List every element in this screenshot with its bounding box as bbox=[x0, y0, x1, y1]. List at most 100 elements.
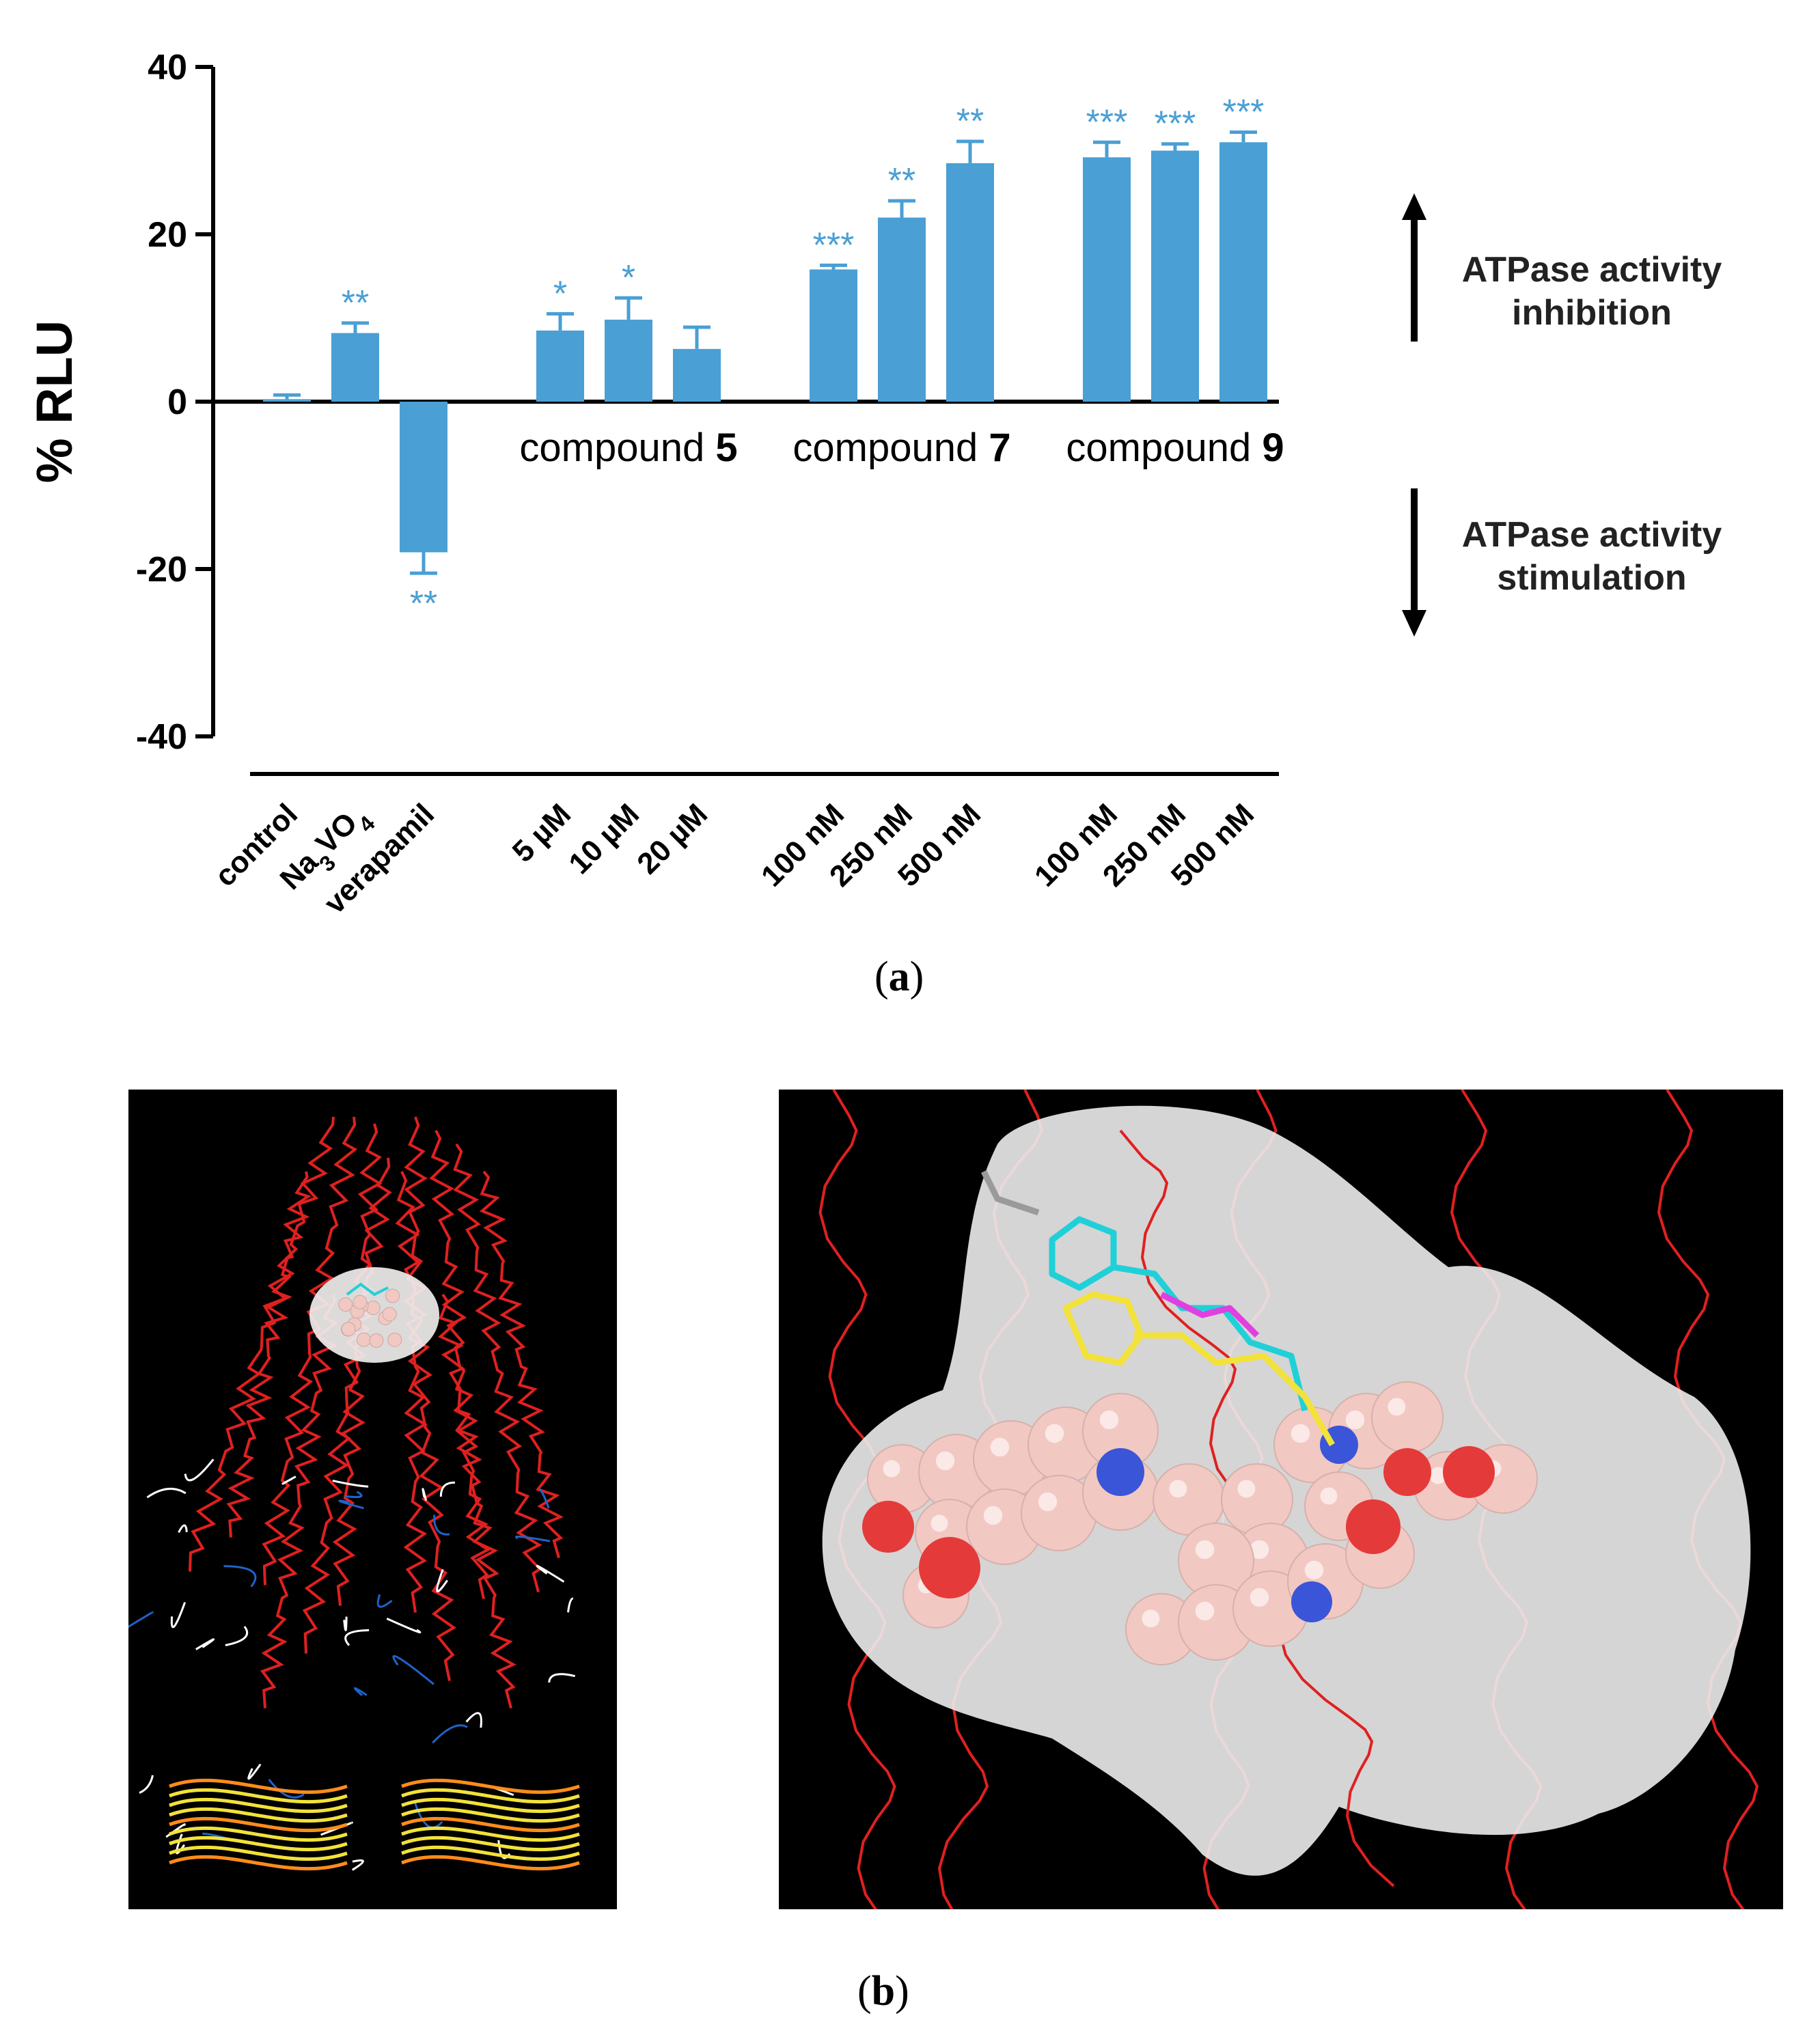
y-axis-title: % RLU bbox=[26, 320, 83, 483]
beta-sheet bbox=[401, 1855, 580, 1871]
loop-ribbon bbox=[281, 1475, 297, 1485]
nitrogen-atom bbox=[1291, 1581, 1332, 1622]
loop-ribbon bbox=[414, 1802, 443, 1829]
beta-sheet bbox=[401, 1845, 580, 1861]
sphere-highlight bbox=[1142, 1609, 1160, 1628]
nitrogen-atom bbox=[1097, 1448, 1144, 1496]
loop-ribbon bbox=[386, 1618, 422, 1634]
sphere-highlight bbox=[883, 1460, 900, 1478]
protein-ribbon-graphic bbox=[128, 1116, 580, 1871]
sphere-highlight bbox=[1099, 1410, 1119, 1430]
sphere-highlight bbox=[1429, 1467, 1447, 1484]
significance-marker: ** bbox=[888, 161, 915, 201]
bar bbox=[878, 217, 926, 402]
loop-ribbon bbox=[343, 1616, 348, 1631]
sphere-highlight bbox=[1237, 1480, 1256, 1498]
loop-ribbon bbox=[439, 1481, 456, 1497]
annotation-line2: stimulation bbox=[1497, 558, 1686, 598]
bar bbox=[536, 330, 584, 402]
bar bbox=[1219, 142, 1267, 402]
sphere-highlight bbox=[1045, 1424, 1064, 1443]
sphere-highlight bbox=[1304, 1560, 1324, 1580]
loop-ribbon bbox=[195, 1638, 215, 1650]
sphere-highlight bbox=[930, 1514, 948, 1532]
ligand-atom bbox=[385, 1288, 400, 1303]
beta-sheet bbox=[169, 1807, 348, 1823]
loop-ribbon bbox=[548, 1673, 576, 1683]
beta-sheet bbox=[401, 1826, 580, 1842]
ligand-stick bbox=[346, 1282, 389, 1297]
loop-ribbon bbox=[538, 1488, 550, 1509]
significance-marker: ** bbox=[956, 102, 984, 141]
beta-sheet bbox=[169, 1778, 348, 1794]
loop-ribbon bbox=[170, 1602, 187, 1629]
loop-ribbon bbox=[567, 1597, 574, 1613]
ligand-atom bbox=[369, 1333, 384, 1348]
beta-sheet bbox=[169, 1835, 348, 1852]
y-tick-label: 20 bbox=[148, 215, 187, 255]
ligand-stick bbox=[1134, 1332, 1335, 1447]
pocket-surface bbox=[309, 1267, 439, 1363]
protein-structure-image bbox=[128, 1090, 617, 1909]
sphere-highlight bbox=[1038, 1492, 1058, 1512]
sphere-highlight bbox=[1250, 1588, 1269, 1607]
loop-ribbon bbox=[332, 1480, 369, 1488]
oxygen-atom bbox=[1383, 1448, 1431, 1496]
beta-sheet bbox=[401, 1835, 580, 1852]
bar bbox=[605, 319, 652, 402]
helix-ribbon bbox=[262, 1116, 358, 1585]
sphere-highlight bbox=[990, 1437, 1010, 1457]
beta-sheet bbox=[169, 1788, 348, 1804]
loop-ribbon bbox=[436, 1568, 448, 1593]
loop-ribbon bbox=[139, 1775, 154, 1794]
sphere-highlight bbox=[1345, 1410, 1365, 1430]
sphere-highlight bbox=[1169, 1480, 1187, 1498]
annotation-line1: ATPase activity bbox=[1462, 250, 1722, 290]
group-label: compound 7 bbox=[792, 426, 1010, 470]
loop-ribbon bbox=[178, 1524, 188, 1534]
helix-ribbon bbox=[395, 1171, 457, 1682]
beta-sheet bbox=[401, 1816, 580, 1833]
binding-pocket-image bbox=[779, 1090, 1783, 1909]
beta-sheet bbox=[169, 1826, 348, 1842]
bar bbox=[673, 348, 721, 402]
ligand-atom bbox=[353, 1294, 368, 1310]
ligand-atom bbox=[356, 1332, 371, 1347]
loop-ribbon bbox=[128, 1611, 154, 1629]
loop-ribbon bbox=[225, 1626, 249, 1646]
significance-marker: * bbox=[622, 258, 635, 298]
sphere-highlight bbox=[1291, 1424, 1310, 1443]
y-tick-label: 0 bbox=[167, 383, 187, 422]
sphere-highlight bbox=[1250, 1540, 1269, 1560]
significance-marker: *** bbox=[1086, 102, 1128, 142]
loop-ribbon bbox=[223, 1565, 257, 1588]
sphere-highlight bbox=[1388, 1398, 1406, 1416]
oxygen-atom bbox=[919, 1537, 980, 1598]
y-tick-label: -20 bbox=[136, 550, 187, 590]
oxygen-atom bbox=[1443, 1446, 1495, 1498]
beta-sheet bbox=[401, 1797, 580, 1814]
loop-ribbon bbox=[465, 1712, 482, 1728]
helix-ribbon bbox=[189, 1116, 335, 1572]
loop-ribbon bbox=[268, 1779, 305, 1799]
bar bbox=[400, 402, 447, 553]
bar bbox=[810, 269, 857, 402]
y-tick-label: -40 bbox=[136, 717, 187, 757]
loop-ribbon bbox=[432, 1724, 468, 1744]
beta-sheet bbox=[169, 1855, 348, 1871]
sphere-highlight bbox=[935, 1451, 955, 1471]
ligand-atom bbox=[387, 1332, 402, 1347]
helix-ribbon bbox=[332, 1123, 383, 1606]
ligand-atom bbox=[341, 1322, 356, 1337]
sphere-highlight bbox=[1320, 1487, 1338, 1505]
ligand-atom bbox=[382, 1307, 397, 1322]
loop-ribbon bbox=[351, 1859, 364, 1871]
beta-sheet bbox=[401, 1788, 580, 1804]
significance-marker: *** bbox=[1155, 105, 1196, 144]
panel-b-label: (b) bbox=[857, 1968, 909, 2014]
inhibition-arrow-head bbox=[1402, 193, 1426, 220]
loop-ribbon bbox=[146, 1487, 187, 1499]
ligand-sphere bbox=[1221, 1463, 1293, 1536]
loop-ribbon bbox=[422, 1488, 428, 1501]
